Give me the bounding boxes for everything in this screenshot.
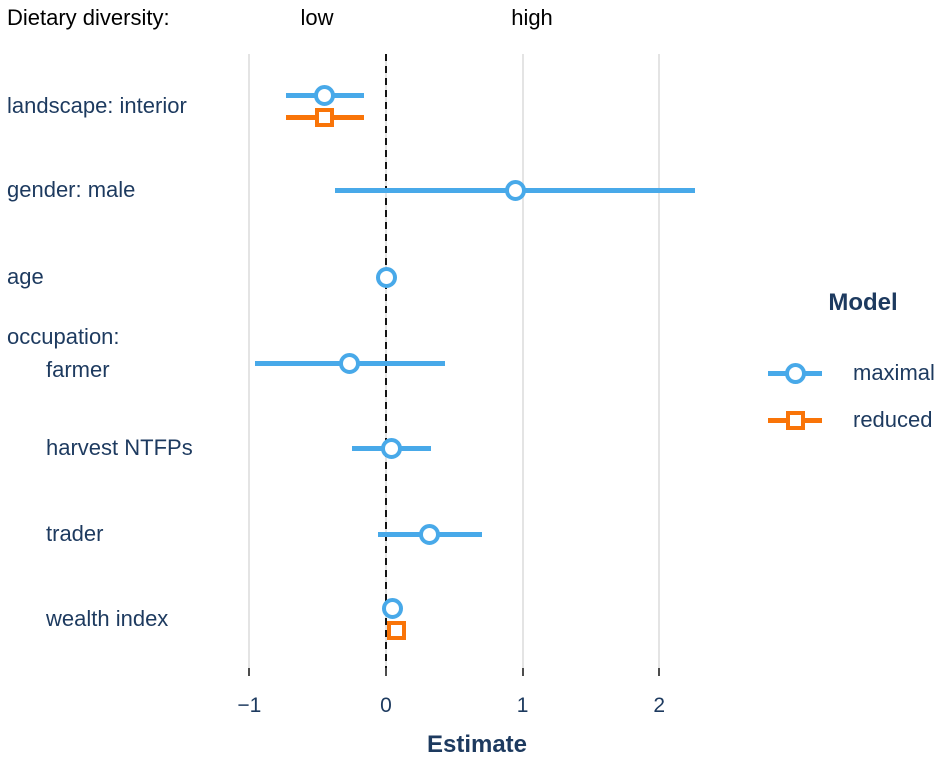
legend-marker-circle-icon [784, 362, 806, 384]
x-axis-tick [521, 668, 524, 676]
y-axis-label: occupation: [7, 324, 120, 349]
y-axis-label: age [7, 264, 44, 289]
figure-title: Dietary diversity: [7, 5, 170, 30]
legend-key-reduced [768, 408, 822, 432]
estimate-marker-circle [419, 523, 441, 545]
x-axis-tick [658, 668, 661, 676]
x-axis-tick [248, 668, 251, 676]
gridline [658, 54, 661, 668]
gridline [521, 54, 524, 668]
legend-title: Model [828, 289, 898, 316]
estimate-marker-square [315, 107, 335, 127]
estimate-marker-circle [338, 352, 360, 374]
legend-marker-square-icon [785, 410, 805, 430]
x-tick-label: 2 [653, 694, 666, 717]
legend-label-maximal: maximal [853, 360, 935, 385]
estimate-marker-circle [380, 437, 402, 459]
x-tick-label: 1 [516, 694, 529, 717]
header-high-label: high [511, 5, 553, 30]
y-axis-label: farmer [46, 357, 110, 382]
legend-label-reduced: reduced [853, 407, 933, 432]
y-axis-label: gender: male [7, 177, 136, 202]
y-axis-label: harvest NTFPs [46, 435, 193, 460]
x-tick-label: −1 [237, 694, 262, 717]
x-axis-tick [385, 668, 387, 676]
x-axis-title: Estimate [426, 731, 528, 758]
y-axis-label: trader [46, 521, 104, 546]
header-low-label: low [300, 5, 334, 30]
estimate-marker-circle [505, 179, 527, 201]
y-axis-label: wealth index [46, 606, 169, 631]
x-tick-label: 0 [380, 694, 392, 717]
estimate-marker-circle [314, 84, 336, 106]
estimate-marker-square [387, 620, 407, 640]
estimate-marker-circle [382, 597, 404, 619]
gridline [248, 54, 251, 668]
y-axis-label: landscape: interior [7, 93, 187, 118]
estimate-marker-circle [375, 266, 397, 288]
legend-key-maximal [768, 361, 822, 385]
